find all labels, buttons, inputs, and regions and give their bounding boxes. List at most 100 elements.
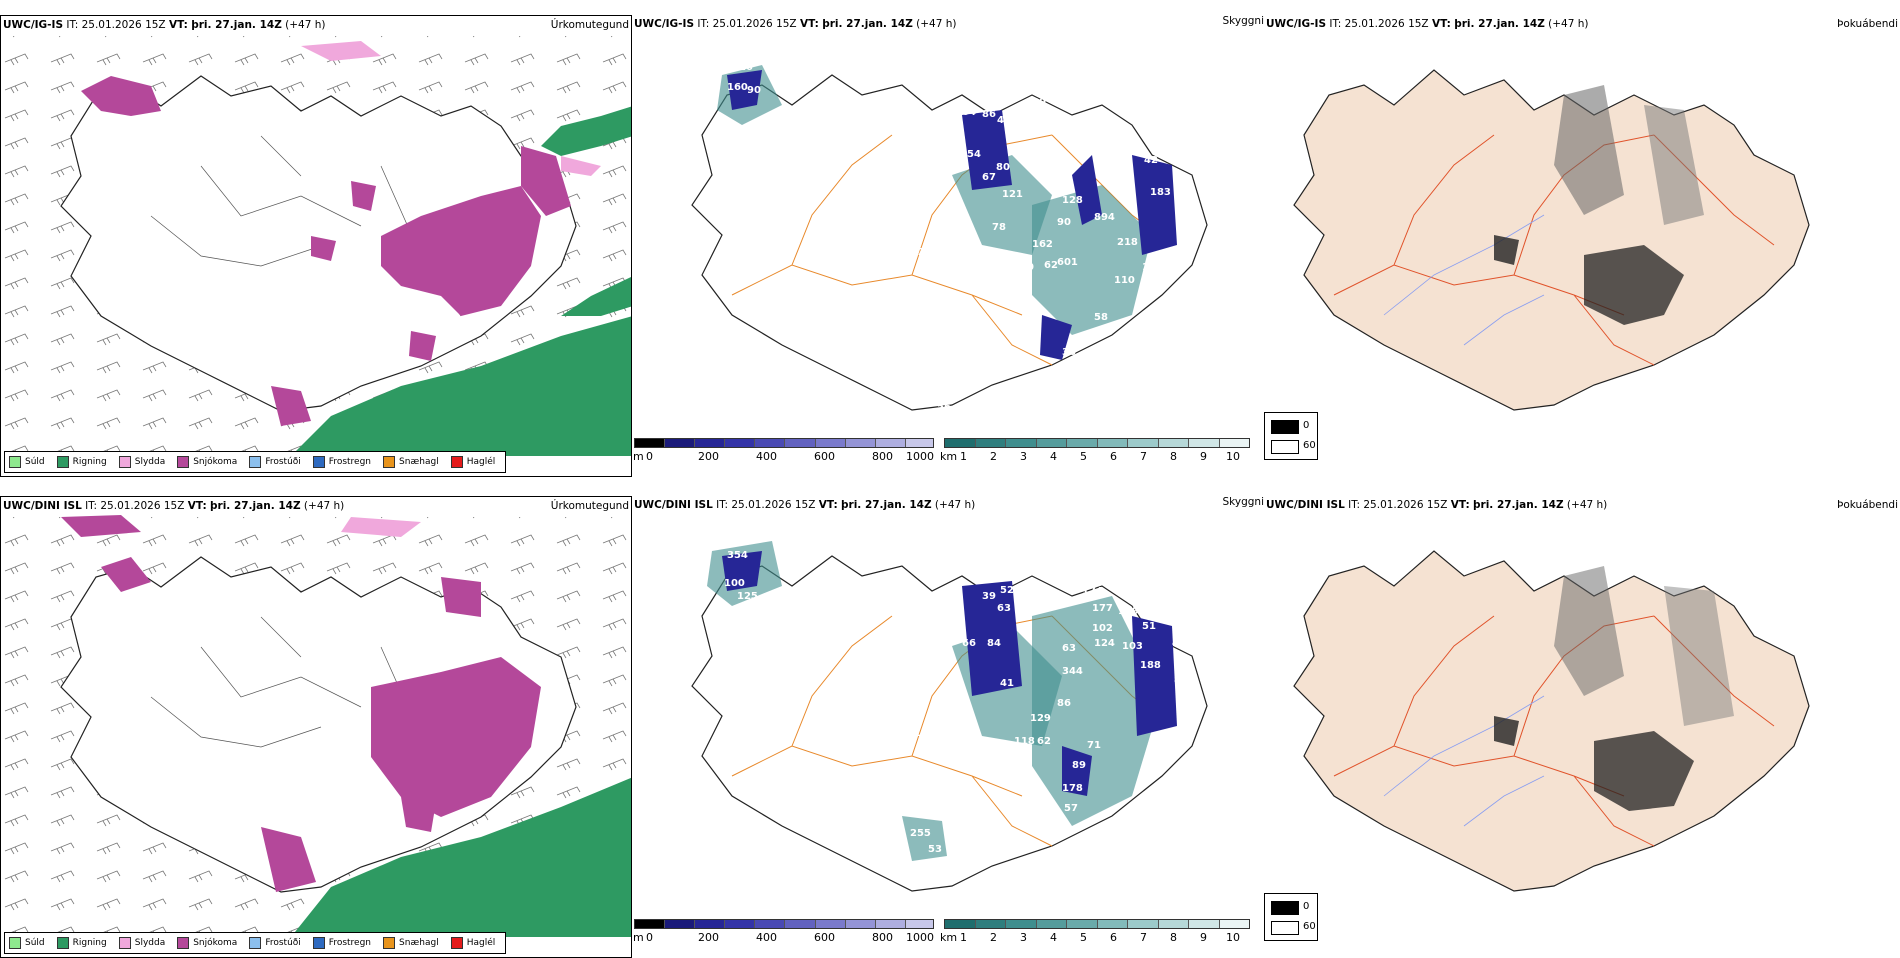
colorbar-tick: 600 [814,931,835,944]
colorbar-swatches [944,919,1250,929]
visibility-label: 211 [1096,170,1117,181]
colorbar-tick: 1000 [906,931,934,944]
visibility-label: 119 [1118,606,1139,617]
legend-swatch [177,937,190,949]
legend-swatch [177,456,190,468]
colorbar-tick: 9 [1200,450,1207,463]
colorbar-tick: 3 [1020,931,1027,944]
colorbar-tick: 8 [1170,931,1177,944]
colorbar-swatches [634,438,934,448]
colorbar-tick: 5 [1080,931,1087,944]
legend-item: Haglél [450,456,495,468]
colorbar-swatches [634,919,934,929]
panel-title: Skyggni [1222,496,1265,508]
visibility-label: 894 [1094,212,1115,223]
visibility-label: 48 [997,115,1011,126]
panel-title: Úrkomutegund [550,500,629,512]
visibility-map-canvas: 354 100 125 62 39 52 63 66 84 41 63 71 8… [691,541,1208,892]
fog-legend-swatch [1271,901,1299,915]
legend-item: Snjókoma [177,937,237,949]
visibility-label: 177 [1092,603,1113,614]
legend-item: Rigning [56,456,107,468]
legend-item: Slydda [118,456,165,468]
iceland-land [1293,550,1810,892]
rain-band [291,316,631,456]
visibility-label: 103 [1122,641,1143,652]
map-header: UWC/DINI ISL IT: 25.01.2026 15Z VT: þri.… [1266,499,1608,511]
visibility-label: 128 [1062,195,1083,206]
colorbar-tick: 400 [756,450,777,463]
visibility-label: 71 [1087,740,1101,751]
colorbar-tick: 400 [756,931,777,944]
legend-item: Snæhagl [383,456,439,468]
visibility-label: 90 [747,85,761,96]
colorbar-unit: m [633,931,644,944]
visibility-label: 79 [917,247,931,258]
visibility-label: 255 [910,828,931,839]
visibility-label: 67 [982,172,996,183]
precip-legend: Súld Rigning Slydda Snjókoma Frostúði Fr… [4,932,507,954]
visibility-km-colorbar: km 1 2 3 4 5 6 7 8 9 10 [940,438,1250,463]
panel-title: Úrkomutegund [550,19,629,31]
visibility-label: 63 [1062,643,1076,654]
visibility-label: 162 [1032,239,1053,250]
visibility-label: 218 [1117,237,1138,248]
colorbar-tick: 1 [960,450,967,463]
visibility-label: 125 [737,591,758,602]
visibility-label: 64 [962,107,976,118]
visibility-label: 101 [1116,132,1137,143]
colorbar-tick: 200 [698,450,719,463]
colorbar-tick: 600 [814,450,835,463]
legend-swatch [383,456,396,468]
visibility-label: 90 [1020,262,1034,273]
visibility-label: 89 [1072,760,1086,771]
visibility-label: 52 [1000,585,1014,596]
iceland-land [1293,69,1810,411]
visibility-label: 113 [1142,262,1163,273]
colorbar-tick: 2 [990,931,997,944]
colorbar-tick: 3 [1020,450,1027,463]
colorbar-tick: 4 [1050,931,1057,944]
visibility-label: 122 [1096,152,1117,163]
fog-map-row2: UWC/DINI ISL IT: 25.01.2026 15Z VT: þri.… [1264,496,1900,958]
visibility-label: 71 [907,728,921,739]
fog-core [1584,245,1684,325]
snow-area [371,657,541,817]
legend-swatch [249,456,262,468]
visibility-label: 78 [992,222,1006,233]
legend-item: Frostúði [249,937,301,949]
visibility-label: 601 [1057,257,1078,268]
colorbar-tick: 0 [646,931,653,944]
visibility-label: 51 [1142,621,1156,632]
legend-swatch [56,937,69,949]
colorbar-tick: 10 [1226,931,1240,944]
legend-swatch [118,937,131,949]
visibility-label: 56 [937,402,951,413]
colorbar-unit: m [633,450,644,463]
visibility-label: 53 [928,844,942,855]
visibility-label: 188 [1140,660,1161,671]
colorbar-tick: 8 [1170,450,1177,463]
colorbar-swatches [944,438,1250,448]
visibility-label: 62 [944,615,958,626]
visibility-label: 80 [996,162,1010,173]
visibility-map-canvas: 926 160 90 64 54 86 48 80 80 67 121 78 7… [691,62,1208,413]
legend-item: Súld [9,456,45,468]
visibility-label: 208 [1090,132,1111,143]
legend-item: Frostregn [312,456,371,468]
panel-title: Þokuábendi [1837,499,1898,511]
legend-swatch [383,937,396,949]
legend-swatch [450,456,463,468]
legend-swatch [118,456,131,468]
legend-swatch [249,937,262,949]
visibility-map-row2: UWC/DINI ISL IT: 25.01.2026 15Z VT: þri.… [632,496,1264,958]
visibility-label: 57 [1064,803,1078,814]
fog-legend-label: 0 [1303,420,1310,431]
visibility-label: 54 [967,149,981,160]
precip-map-canvas [1,36,631,456]
visibility-m-colorbar: m 0 200 400 600 800 1000 [633,438,934,463]
map-header: UWC/DINI ISL IT: 25.01.2026 15Z VT: þri.… [634,499,976,511]
visibility-label: 36 [1062,347,1076,358]
fog-legend-label: 60 [1303,921,1316,932]
visibility-label: 81 [1174,675,1188,686]
